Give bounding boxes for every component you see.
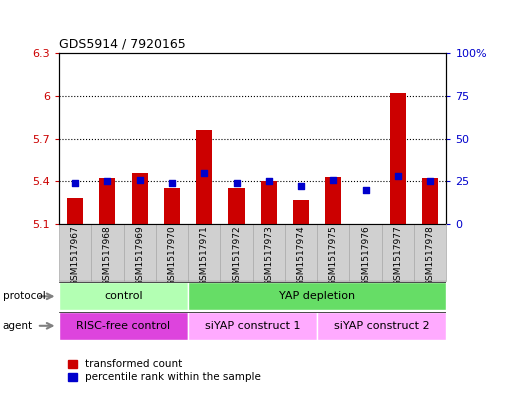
Point xyxy=(426,178,435,184)
Text: GSM1517973: GSM1517973 xyxy=(264,226,273,286)
Point xyxy=(103,178,111,184)
Bar xyxy=(317,312,446,340)
Bar xyxy=(414,224,446,281)
Bar xyxy=(124,224,156,281)
Bar xyxy=(390,93,406,224)
Bar xyxy=(188,312,317,340)
Text: agent: agent xyxy=(3,321,33,331)
Text: GSM1517970: GSM1517970 xyxy=(167,226,176,286)
Bar xyxy=(252,224,285,281)
Bar xyxy=(285,224,317,281)
Point xyxy=(135,176,144,183)
Text: GSM1517974: GSM1517974 xyxy=(297,226,306,286)
Bar xyxy=(59,312,188,340)
Point xyxy=(71,180,79,186)
Text: protocol: protocol xyxy=(3,291,45,301)
Text: GSM1517976: GSM1517976 xyxy=(361,226,370,286)
Bar xyxy=(196,130,212,224)
Point xyxy=(265,178,273,184)
Text: RISC-free control: RISC-free control xyxy=(76,321,171,331)
Bar xyxy=(59,282,188,310)
Point xyxy=(200,169,208,176)
Point xyxy=(232,180,241,186)
Bar xyxy=(221,224,252,281)
Text: GDS5914 / 7920165: GDS5914 / 7920165 xyxy=(59,37,186,50)
Text: siYAP construct 2: siYAP construct 2 xyxy=(334,321,429,331)
Bar xyxy=(156,224,188,281)
Point xyxy=(168,180,176,186)
Text: GSM1517977: GSM1517977 xyxy=(393,226,402,286)
Bar xyxy=(188,282,446,310)
Bar xyxy=(59,224,91,281)
Point xyxy=(297,183,305,189)
Text: control: control xyxy=(104,291,143,301)
Text: YAP depletion: YAP depletion xyxy=(279,291,356,301)
Bar xyxy=(188,224,221,281)
Text: GSM1517978: GSM1517978 xyxy=(426,226,435,286)
Bar xyxy=(382,224,414,281)
Bar xyxy=(261,181,277,224)
Point xyxy=(362,187,370,193)
Point xyxy=(394,173,402,179)
Text: GSM1517969: GSM1517969 xyxy=(135,226,144,286)
Bar xyxy=(100,178,115,224)
Bar xyxy=(317,224,349,281)
Legend: transformed count, percentile rank within the sample: transformed count, percentile rank withi… xyxy=(64,355,265,386)
Point xyxy=(329,176,338,183)
Text: GSM1517975: GSM1517975 xyxy=(329,226,338,286)
Bar xyxy=(349,224,382,281)
Bar xyxy=(91,224,124,281)
Bar xyxy=(164,188,180,224)
Text: GSM1517971: GSM1517971 xyxy=(200,226,209,286)
Bar xyxy=(132,173,148,224)
Bar xyxy=(293,200,309,224)
Text: GSM1517967: GSM1517967 xyxy=(71,226,80,286)
Bar xyxy=(228,188,245,224)
Bar xyxy=(422,178,438,224)
Bar xyxy=(325,177,342,224)
Text: GSM1517972: GSM1517972 xyxy=(232,226,241,286)
Text: GSM1517968: GSM1517968 xyxy=(103,226,112,286)
Text: siYAP construct 1: siYAP construct 1 xyxy=(205,321,301,331)
Bar xyxy=(67,198,83,224)
